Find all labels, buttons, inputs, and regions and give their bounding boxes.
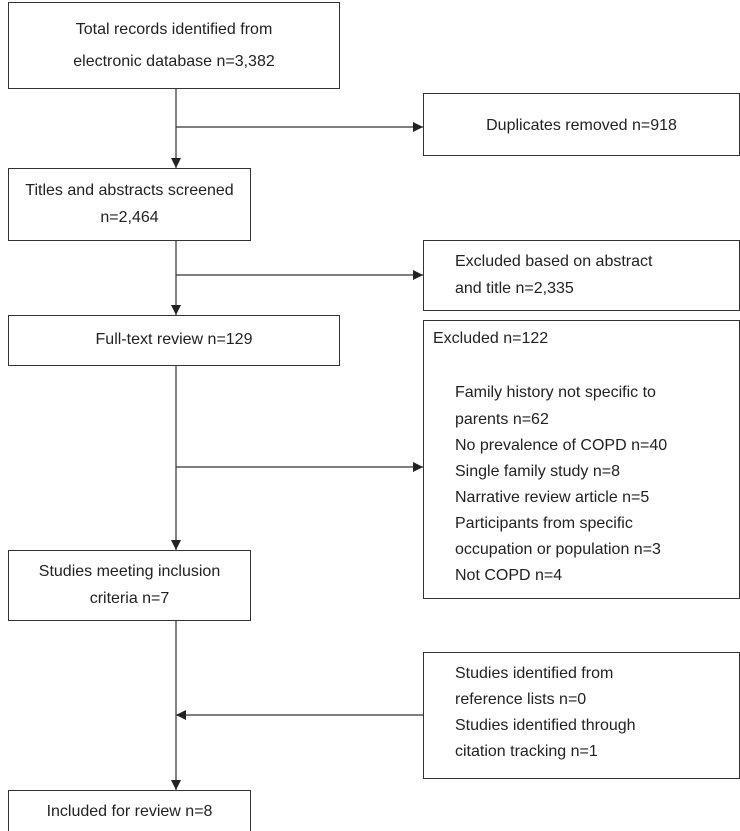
box-text: No prevalence of COPD n=40 — [455, 437, 667, 454]
box — [423, 93, 740, 156]
box-text: Studies identified from — [455, 665, 613, 682]
box-text: parents n=62 — [455, 411, 549, 428]
box-text: n=2,464 — [100, 209, 158, 226]
box-text: Included for review n=8 — [47, 803, 213, 820]
box-text: Duplicates removed n=918 — [486, 117, 677, 134]
box-text: Full-text review n=129 — [96, 331, 253, 348]
box-text: and title n=2,335 — [455, 280, 574, 297]
box-text: Not COPD n=4 — [455, 567, 562, 584]
box — [8, 315, 340, 366]
box — [8, 2, 340, 89]
box-text: Total records identified from — [76, 21, 273, 38]
box — [8, 550, 251, 621]
connectors — [171, 88, 423, 790]
box-text: Excluded n=122 — [433, 330, 548, 347]
box-text: Participants from specific — [455, 515, 633, 532]
boxes: Total records identified from electronic … — [8, 2, 740, 831]
box-text: citation tracking n=1 — [455, 743, 598, 760]
box-text: Titles and abstracts screened — [25, 182, 233, 199]
box-text: occupation or population n=3 — [455, 541, 661, 558]
box-text: electronic database n=3,382 — [73, 53, 275, 70]
box-text: Studies identified through — [455, 717, 636, 734]
box-text: reference lists n=0 — [455, 691, 586, 708]
box — [423, 240, 740, 311]
box — [423, 652, 740, 779]
box-text: Narrative review article n=5 — [455, 489, 649, 506]
box — [8, 168, 251, 241]
box-text: Family history not specific to — [455, 384, 656, 401]
box — [423, 320, 740, 599]
box-text: Excluded based on abstract — [455, 253, 653, 270]
box-text: criteria n=7 — [90, 590, 170, 607]
box-text: Single family study n=8 — [455, 463, 620, 480]
box-text: Studies meeting inclusion — [39, 563, 220, 580]
box — [8, 790, 251, 831]
